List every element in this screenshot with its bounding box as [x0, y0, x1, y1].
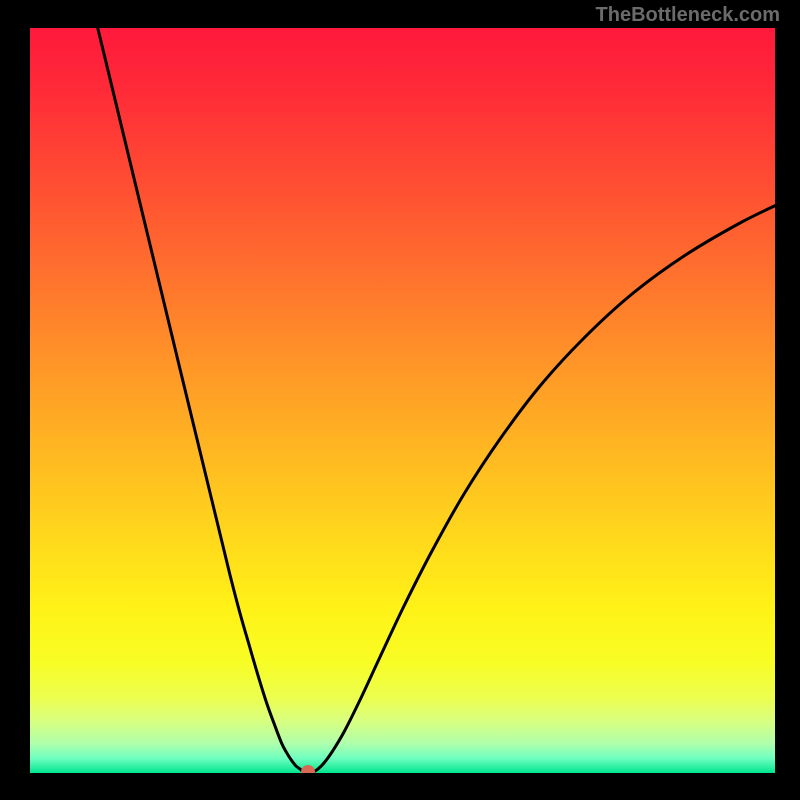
chart-frame: TheBottleneck.com [0, 0, 800, 800]
watermark-text: TheBottleneck.com [596, 4, 780, 27]
plot-area [30, 28, 775, 773]
bottleneck-curve [30, 28, 775, 773]
optimal-point-marker [301, 765, 315, 773]
